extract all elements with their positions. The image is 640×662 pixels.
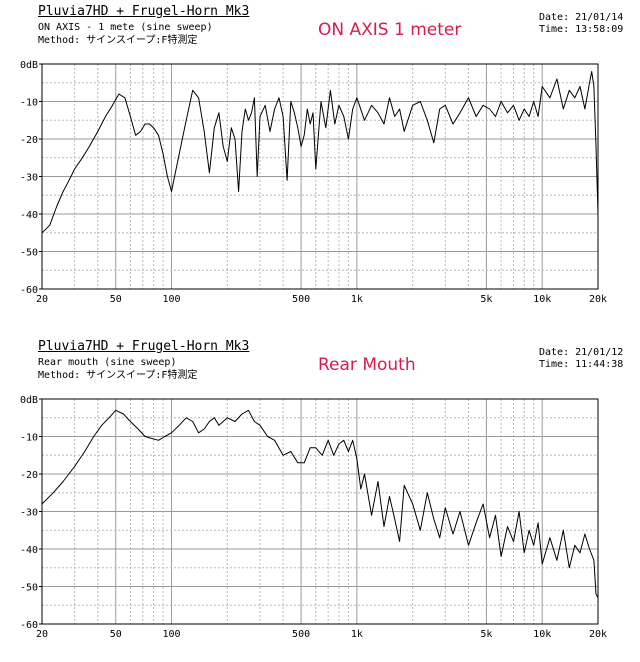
x-tick-label: 500: [292, 294, 310, 305]
method-label: Method: サインスイープ:F特測定: [38, 35, 198, 46]
grid: [41, 398, 599, 625]
chart-title: Pluvia7HD + Frugel-Horn Mk3: [38, 4, 250, 19]
method-label: Method: サインスイープ:F特測定: [38, 370, 198, 381]
chart-annotation: Rear Mouth: [318, 355, 416, 375]
chart-panel-rear-mouth: Pluvia7HD + Frugel-Horn Mk3 Rear mouth (…: [0, 335, 640, 662]
y-tick-label: -60: [20, 285, 38, 296]
chart-title: Pluvia7HD + Frugel-Horn Mk3: [38, 339, 250, 354]
y-tick-label: -30: [20, 173, 38, 184]
x-tick-label: 100: [163, 294, 181, 305]
y-tick-label: -50: [20, 583, 38, 594]
x-tick-label: 20k: [589, 629, 607, 640]
y-tick-label: 0dB: [20, 395, 38, 406]
x-tick-label: 20k: [589, 294, 607, 305]
x-tick-label: 10k: [533, 629, 551, 640]
y-tick-label: -40: [20, 210, 38, 221]
x-tick-label: 500: [292, 629, 310, 640]
y-tick-label: -50: [20, 248, 38, 259]
time-label: Time: 13:58:09: [539, 24, 624, 35]
x-tick-label: 20: [36, 294, 48, 305]
time-label: Time: 11:44:38: [539, 359, 624, 370]
y-tick-label: -20: [20, 135, 38, 146]
x-tick-label: 50: [110, 294, 122, 305]
chart-panel-on-axis: Pluvia7HD + Frugel-Horn Mk3 ON AXIS - 1 …: [0, 0, 640, 327]
x-tick-label: 20: [36, 629, 48, 640]
x-tick-label: 100: [163, 629, 181, 640]
y-tick-label: -10: [20, 98, 38, 109]
frequency-response-line: [41, 409, 599, 599]
x-tick-label: 5k: [480, 294, 492, 305]
frequency-response-line: [41, 71, 599, 234]
measurement-label: Rear mouth (sine sweep): [38, 357, 177, 368]
chart-annotation: ON AXIS 1 meter: [318, 20, 462, 40]
date-label: Date: 21/01/14: [539, 12, 624, 23]
x-tick-label: 50: [110, 629, 122, 640]
y-tick-label: -20: [20, 470, 38, 481]
y-tick-label: -60: [20, 620, 38, 631]
x-tick-label: 10k: [533, 294, 551, 305]
date-label: Date: 21/01/12: [539, 347, 624, 358]
y-tick-label: -40: [20, 545, 38, 556]
x-tick-label: 5k: [480, 629, 492, 640]
measurement-label: ON AXIS - 1 mete (sine sweep): [38, 22, 213, 33]
y-tick-label: -30: [20, 508, 38, 519]
x-tick-label: 1k: [351, 294, 363, 305]
y-tick-label: -10: [20, 433, 38, 444]
x-tick-label: 1k: [351, 629, 363, 640]
y-tick-label: 0dB: [20, 60, 38, 71]
